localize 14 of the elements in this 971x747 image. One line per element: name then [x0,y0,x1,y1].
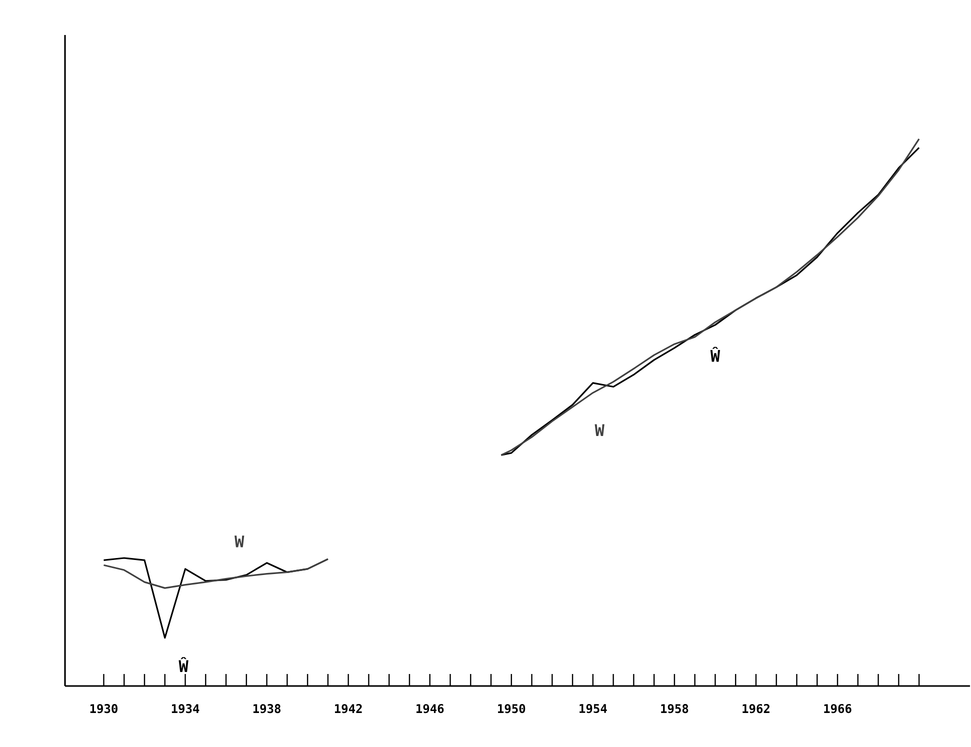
text: W [234,536,244,548]
text: Ŵ [178,657,188,672]
x-tick-label: 1958 [661,704,688,714]
x-tick-label: 1954 [580,704,607,714]
x-tick-label: 1946 [416,704,444,714]
series-label: Ŵ [710,346,720,362]
series-label: W [594,424,604,436]
x-tick-label: 1942 [334,704,362,714]
x-tick-label: 1966 [824,704,852,714]
x-tick-label: 1930 [90,704,118,714]
x-tick-label: 1962 [742,704,770,714]
x-tick-label: 1938 [253,704,280,714]
x-tick-label: 1950 [498,704,526,714]
x-tick-label: 1934 [172,704,200,714]
